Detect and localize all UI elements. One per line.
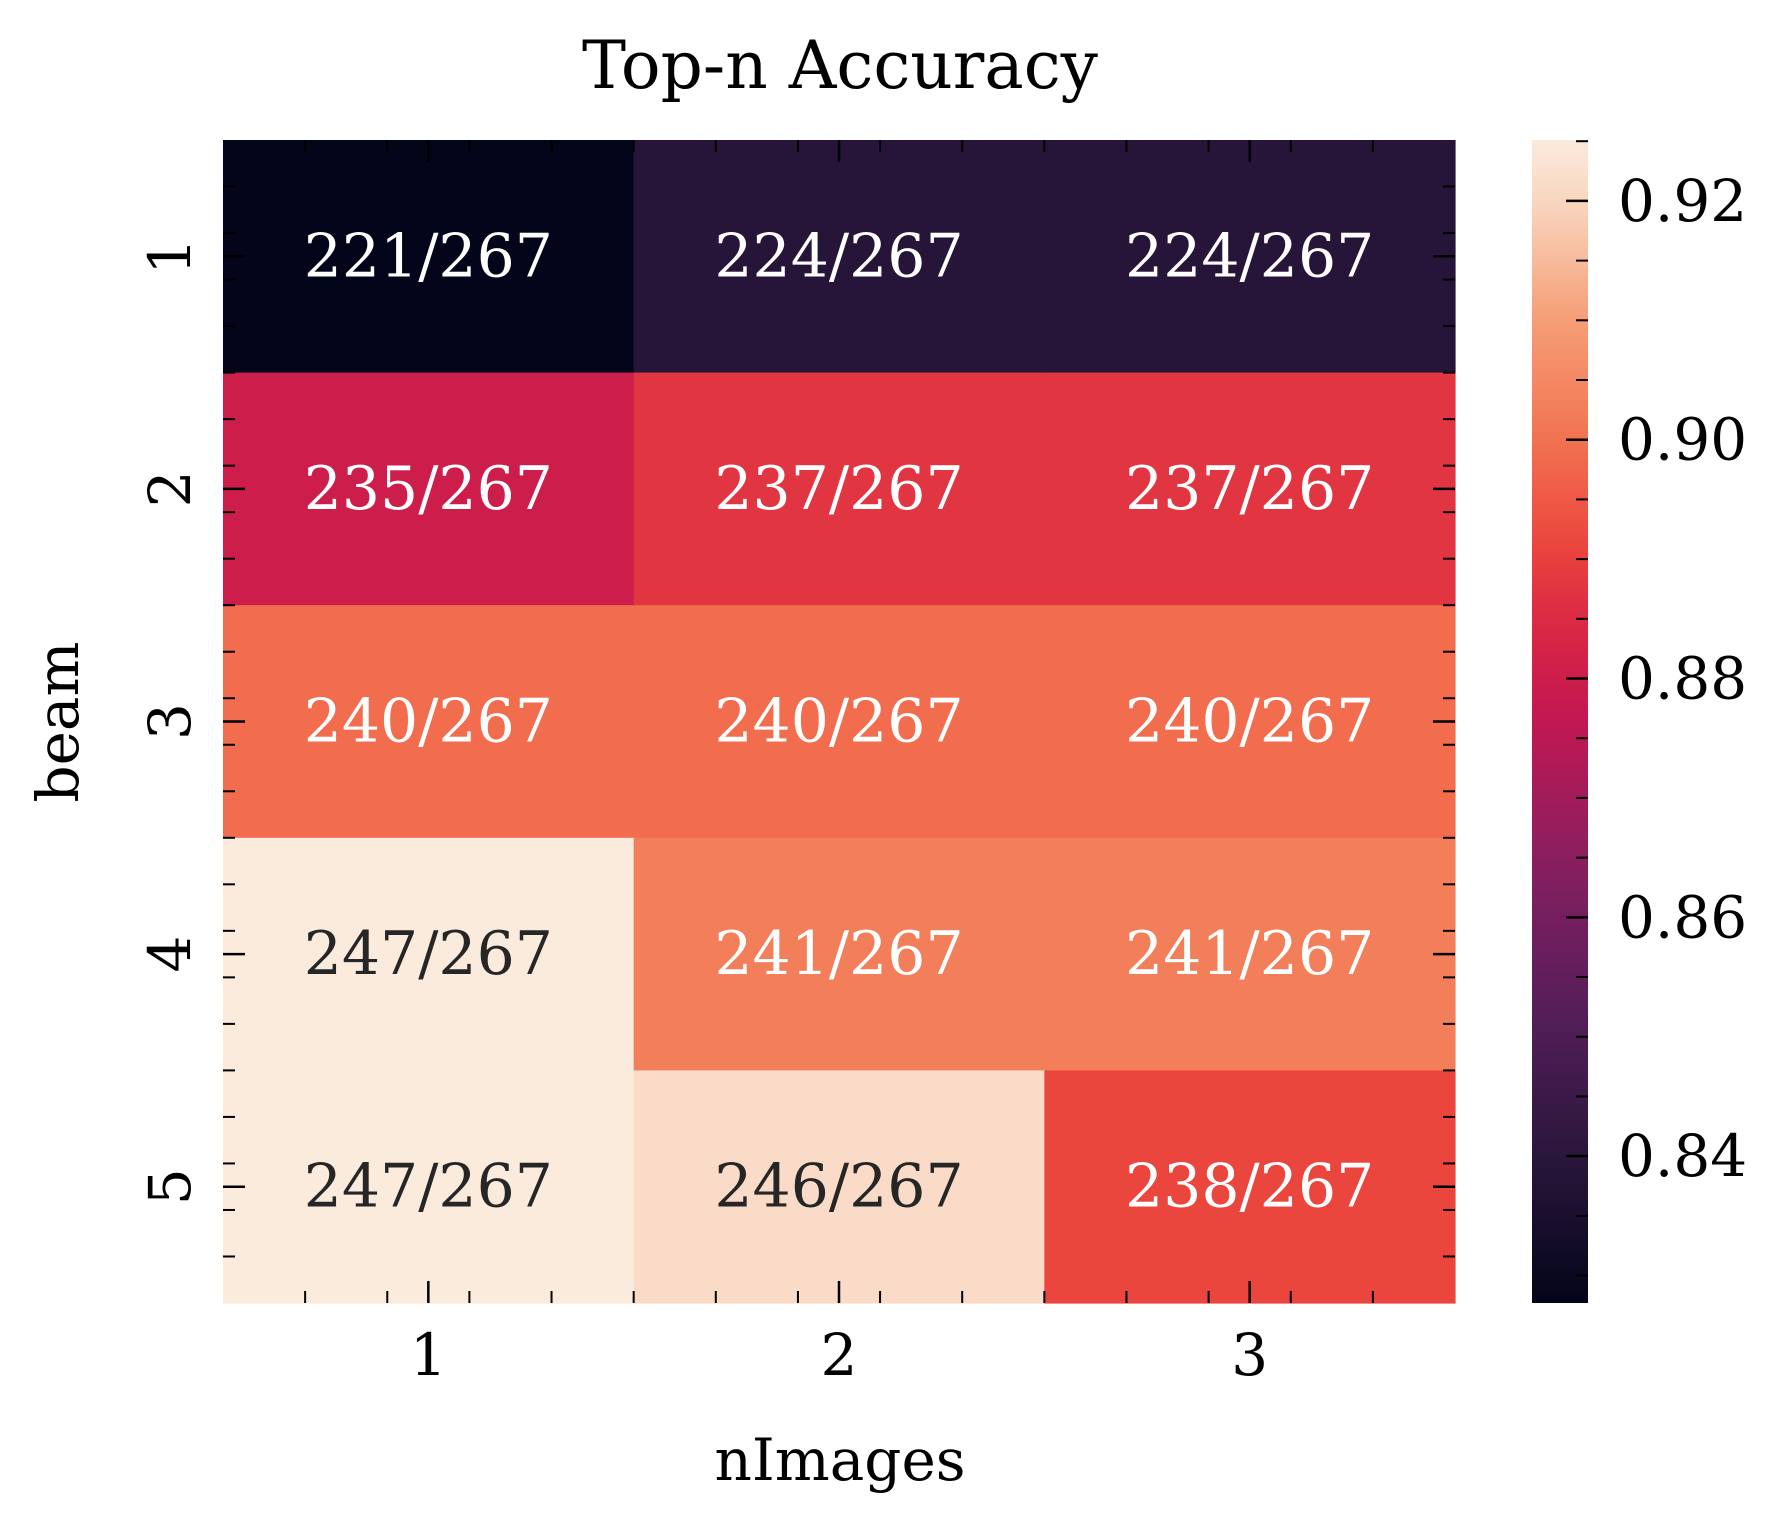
colorbar: 0.84 0.86 0.88 0.90 0.92 xyxy=(1532,140,1747,1303)
cell-annotation: 247/267 xyxy=(304,1152,553,1222)
heatmap-cells xyxy=(223,140,1456,1304)
y-axis-label: beam xyxy=(24,641,92,802)
heatmap-cell xyxy=(223,837,635,1071)
heatmap-cell xyxy=(223,372,635,606)
x-axis-label: nImages xyxy=(714,1426,965,1494)
heatmap-cell xyxy=(1044,837,1456,1071)
colorbar-gradient xyxy=(1532,140,1588,1303)
cell-annotation: 241/267 xyxy=(1125,919,1374,989)
cell-annotation: 246/267 xyxy=(714,1152,963,1222)
cell-annotation: 221/267 xyxy=(304,221,553,291)
heatmap-cell-labels: 221/267 224/267 224/267 235/267 237/267 237/2… xyxy=(304,221,1375,1221)
axis-ticks: 1 2 3 1 2 3 4 5 xyxy=(136,140,1455,1389)
cell-annotation: 224/267 xyxy=(714,221,963,291)
x-tick-label: 1 xyxy=(410,1321,447,1389)
y-tick-label: 1 xyxy=(136,238,204,275)
cell-annotation: 247/267 xyxy=(304,919,553,989)
chart-title: Top-n Accuracy xyxy=(582,27,1099,104)
heatmap-cell xyxy=(633,837,1045,1071)
y-tick-label: 3 xyxy=(136,703,204,740)
x-tick-label: 3 xyxy=(1231,1321,1268,1389)
heatmap-cell xyxy=(633,1070,1045,1304)
y-tick-label: 5 xyxy=(136,1168,204,1205)
heatmap-cell xyxy=(223,1070,635,1304)
y-tick-label: 4 xyxy=(136,936,204,973)
colorbar-tick-label: 0.90 xyxy=(1618,406,1747,474)
heatmap-cell xyxy=(1044,1070,1456,1304)
cell-annotation: 241/267 xyxy=(714,919,963,989)
heatmap-cell xyxy=(1044,372,1456,606)
cell-annotation: 240/267 xyxy=(1125,687,1374,757)
colorbar-tick-label: 0.84 xyxy=(1618,1122,1747,1190)
heatmap-cell xyxy=(223,140,635,374)
heatmap-cell xyxy=(1044,605,1456,839)
heatmap-cell xyxy=(633,605,1045,839)
colorbar-tick-label: 0.86 xyxy=(1618,883,1747,951)
cell-annotation: 237/267 xyxy=(1125,454,1374,524)
cell-annotation: 240/267 xyxy=(304,687,553,757)
heatmap-cell xyxy=(633,140,1045,374)
heatmap-cell xyxy=(223,605,635,839)
colorbar-tick-label: 0.88 xyxy=(1618,645,1747,713)
heatmap-cell xyxy=(633,372,1045,606)
cell-annotation: 237/267 xyxy=(714,454,963,524)
cell-annotation: 240/267 xyxy=(714,687,963,757)
colorbar-tick-label: 0.92 xyxy=(1618,167,1747,235)
heatmap-cell xyxy=(1044,140,1456,374)
cell-annotation: 238/267 xyxy=(1125,1152,1374,1222)
y-tick-label: 2 xyxy=(136,470,204,507)
cell-annotation: 224/267 xyxy=(1125,221,1374,291)
x-tick-label: 2 xyxy=(821,1321,858,1389)
cell-annotation: 235/267 xyxy=(304,454,553,524)
